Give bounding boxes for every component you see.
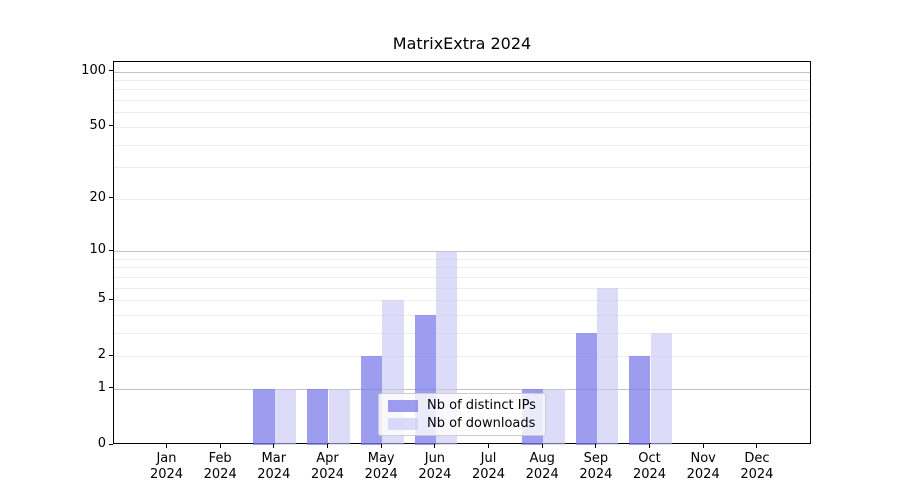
x-tick-label-sep: Sep 2024 — [579, 451, 613, 482]
gridline-minor — [114, 126, 810, 128]
gridline-minor — [114, 276, 810, 278]
gridline-major — [114, 71, 810, 73]
legend-item-distinct-ips: Nb of distinct IPs — [388, 398, 536, 413]
gridline-minor — [114, 100, 810, 102]
gridline-minor — [114, 144, 810, 146]
x-tick-label-apr: Apr 2024 — [310, 451, 345, 482]
bar-downloads-apr — [328, 388, 350, 445]
gridline-major — [114, 388, 810, 390]
y-tick-mark-2 — [109, 354, 113, 356]
gridline-minor — [114, 356, 810, 358]
y-tick-mark-10 — [109, 249, 113, 251]
y-tick-mark-100 — [109, 70, 113, 72]
gridline-minor — [114, 332, 810, 334]
y-tick-mark-0 — [109, 443, 113, 445]
legend-swatch-downloads — [388, 417, 418, 430]
gridline-minor — [114, 112, 810, 114]
gridline-major — [114, 251, 810, 252]
x-tick-mark-dec — [756, 444, 758, 448]
bar-downloads-aug — [543, 388, 565, 445]
y-tick-label-0: 0 — [97, 436, 106, 451]
legend-item-downloads: Nb of downloads — [388, 416, 536, 431]
bar-distinct-ips-sep — [575, 332, 597, 445]
x-tick-mark-nov — [702, 444, 704, 448]
bar-distinct-ips-apr — [307, 388, 329, 445]
plot-area — [113, 61, 811, 445]
x-tick-label-feb: Feb 2024 — [203, 451, 237, 482]
x-tick-mark-sep — [595, 444, 597, 448]
gridline-minor — [114, 167, 810, 169]
x-tick-label-mar: Mar 2024 — [257, 451, 291, 482]
x-tick-label-may: May 2024 — [364, 451, 398, 482]
y-tick-mark-5 — [109, 298, 113, 300]
x-tick-label-nov: Nov 2024 — [686, 451, 720, 482]
y-tick-label-100: 100 — [81, 62, 106, 78]
y-tick-label-5: 5 — [97, 291, 106, 306]
x-tick-label-oct: Oct 2024 — [632, 451, 667, 482]
y-tick-label-50: 50 — [89, 117, 106, 133]
x-tick-label-dec: Dec 2024 — [740, 451, 774, 482]
x-tick-label-aug: Aug 2024 — [525, 451, 559, 482]
gridline-minor — [114, 287, 810, 289]
x-tick-mark-aug — [541, 444, 543, 448]
y-tick-label-20: 20 — [89, 189, 106, 205]
legend-label-downloads: Nb of downloads — [427, 416, 536, 431]
x-tick-mark-jun — [434, 444, 436, 448]
x-tick-mark-jan — [166, 444, 167, 448]
x-tick-label-jan: Jan 2024 — [149, 451, 184, 482]
gridline-minor — [114, 300, 810, 301]
y-tick-mark-20 — [109, 197, 113, 199]
x-tick-mark-may — [380, 444, 382, 448]
gridline-minor — [114, 267, 810, 269]
bar-distinct-ips-oct — [629, 356, 651, 445]
y-tick-mark-1 — [109, 387, 113, 389]
bar-distinct-ips-may — [360, 356, 383, 445]
legend-swatch-distinct-ips — [388, 399, 418, 412]
x-tick-mark-oct — [649, 444, 650, 448]
x-tick-label-jun: Jun 2024 — [418, 451, 452, 482]
gridline-minor — [114, 80, 810, 81]
bar-downloads-sep — [596, 287, 619, 445]
gridline-minor — [114, 314, 810, 316]
x-tick-mark-apr — [327, 444, 328, 448]
bar-downloads-oct — [650, 332, 672, 445]
gridline-minor — [114, 89, 810, 91]
gridline-minor — [114, 198, 810, 200]
y-tick-label-2: 2 — [97, 347, 106, 363]
x-tick-mark-jul — [488, 444, 489, 448]
x-tick-mark-mar — [273, 444, 275, 448]
legend: Nb of distinct IPs Nb of downloads — [378, 393, 546, 436]
bar-downloads-mar — [274, 388, 297, 445]
x-tick-label-jul: Jul 2024 — [471, 451, 506, 482]
y-tick-label-10: 10 — [89, 242, 106, 257]
y-tick-label-1: 1 — [97, 379, 106, 395]
y-tick-mark-50 — [109, 125, 113, 127]
gridline-minor — [114, 258, 810, 260]
x-tick-mark-feb — [219, 444, 221, 448]
chart-title: MatrixExtra 2024 — [392, 34, 532, 53]
legend-label-distinct-ips: Nb of distinct IPs — [427, 398, 536, 413]
bar-distinct-ips-mar — [253, 388, 275, 445]
